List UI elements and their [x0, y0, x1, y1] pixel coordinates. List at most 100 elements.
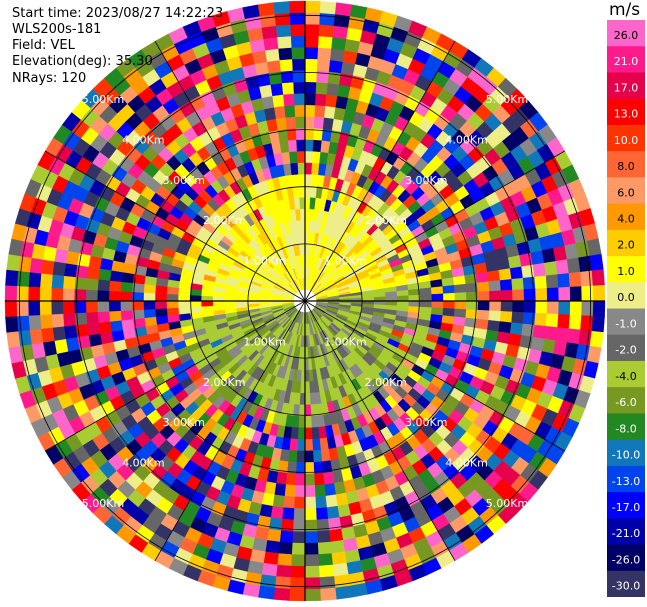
range-gate-cell — [315, 81, 329, 95]
colorbar-tick-label: 13.0 — [614, 108, 639, 121]
range-gate-cell — [334, 585, 353, 600]
colorbar-segment — [607, 465, 645, 493]
range-gate-cell — [476, 281, 490, 293]
range-gate-cell — [99, 331, 114, 345]
colorbar-tick-label: 10.0 — [614, 134, 639, 147]
range-gate-cell — [52, 261, 66, 276]
range-gate-cell — [313, 472, 325, 486]
range-gate-cell — [419, 294, 433, 302]
range-gate-cell — [546, 287, 560, 302]
range-gate-cell — [39, 273, 53, 288]
colorbar-segment — [607, 177, 645, 205]
range-gate-cell — [27, 300, 41, 316]
range-gate-cell — [304, 427, 313, 440]
range-gate-cell — [580, 270, 594, 287]
range-ring-label: 2.00Km — [365, 214, 407, 227]
range-gate-cell — [312, 449, 323, 463]
range-gate-cell — [591, 269, 605, 287]
range-gate-cell — [396, 289, 409, 297]
range-gate-cell — [304, 565, 320, 579]
range-ring-label: 4.00Km — [122, 457, 164, 470]
range-gate-cell — [287, 449, 298, 463]
range-ring-label: 1.00Km — [324, 335, 366, 348]
range-gate-cell — [40, 259, 55, 275]
colorbar-segment — [607, 492, 645, 519]
range-gate-cell — [274, 483, 286, 497]
range-gate-cell — [296, 139, 306, 152]
range-gate-cell — [39, 286, 52, 302]
range-gate-cell — [263, 36, 279, 51]
range-gate-cell — [285, 116, 297, 130]
range-gate-cell — [259, 574, 277, 589]
range-gate-cell — [586, 345, 602, 364]
nrays-label: NRays: 120 — [12, 71, 87, 86]
range-gate-cell — [333, 481, 347, 495]
range-gate-cell — [544, 326, 558, 341]
range-gate-cell — [292, 519, 306, 533]
range-gate-cell — [257, 585, 276, 600]
range-ring-label: 1.00Km — [243, 255, 285, 268]
range-gate-cell — [200, 300, 214, 307]
range-gate-cell — [299, 381, 306, 394]
range-gate-cell — [273, 1, 291, 15]
range-ring-label: 4.00Km — [445, 133, 487, 146]
range-gate-cell — [120, 291, 133, 302]
range-gate-cell — [86, 322, 101, 336]
range-gate-cell — [298, 185, 306, 198]
range-gate-cell — [319, 576, 336, 590]
range-gate-cell — [320, 448, 331, 462]
ppi-plot: 1.00Km 1.00Km 1.00Km 1.00Km 2.00Km 2.00Km 2.00… — [4, 0, 606, 602]
range-gate-cell — [558, 286, 571, 302]
colorbar-tick-label: -8.0 — [615, 422, 636, 435]
range-gate-cell — [259, 13, 277, 28]
range-gate-cell — [8, 345, 24, 364]
range-gate-cell — [294, 485, 306, 498]
range-gate-cell — [289, 12, 306, 25]
range-gate-cell — [545, 274, 559, 289]
range-gate-cell — [488, 310, 502, 322]
range-gate-cell — [85, 277, 99, 291]
range-gate-cell — [454, 292, 467, 302]
range-ring-label: 4.00Km — [445, 457, 487, 470]
range-gate-cell — [544, 261, 558, 276]
range-gate-cell — [265, 540, 280, 554]
range-gate-cell — [263, 551, 279, 566]
range-ring-label: 2.00Km — [365, 376, 407, 389]
range-gate-cell — [298, 404, 306, 417]
range-gate-cell — [73, 288, 87, 302]
range-gate-cell — [274, 576, 291, 590]
range-gate-cell — [324, 483, 336, 497]
range-gate-cell — [6, 330, 21, 349]
range-gate-cell — [108, 310, 122, 322]
range-gate-cell — [304, 381, 311, 394]
colorbar-tick-label: -1.0 — [615, 317, 636, 330]
range-gate-cell — [304, 116, 315, 129]
colorbar-segment — [607, 46, 645, 74]
start-time-label: Start time: 2023/08/27 14:22:23 — [12, 6, 224, 21]
range-gate-cell — [283, 495, 295, 509]
range-gate-cell — [545, 313, 559, 328]
range-gate-cell — [166, 293, 179, 302]
range-gate-cell — [419, 287, 432, 296]
range-gate-cell — [318, 564, 335, 578]
range-gate-cell — [291, 174, 300, 187]
range-gate-cell — [212, 295, 225, 302]
range-gate-cell — [499, 311, 513, 323]
range-gate-cell — [476, 309, 490, 321]
range-gates — [4, 0, 606, 602]
colorbar-tick-label: -30.0 — [612, 580, 640, 593]
range-gate-cell — [289, 588, 306, 602]
range-gate-cell — [408, 294, 421, 302]
range-gate-cell — [500, 289, 513, 302]
range-gate-cell — [443, 292, 456, 302]
azimuth-spoke — [304, 150, 565, 302]
colorbar-unit-label: m/s — [609, 0, 641, 20]
range-gate-cell — [312, 139, 323, 153]
range-gate-cell — [296, 439, 306, 452]
range-gate-cell — [177, 294, 191, 302]
range-gate-cell — [477, 291, 490, 302]
range-gate-cell — [331, 551, 347, 566]
range-gate-cell — [581, 285, 594, 302]
range-gate-cell — [108, 290, 121, 302]
